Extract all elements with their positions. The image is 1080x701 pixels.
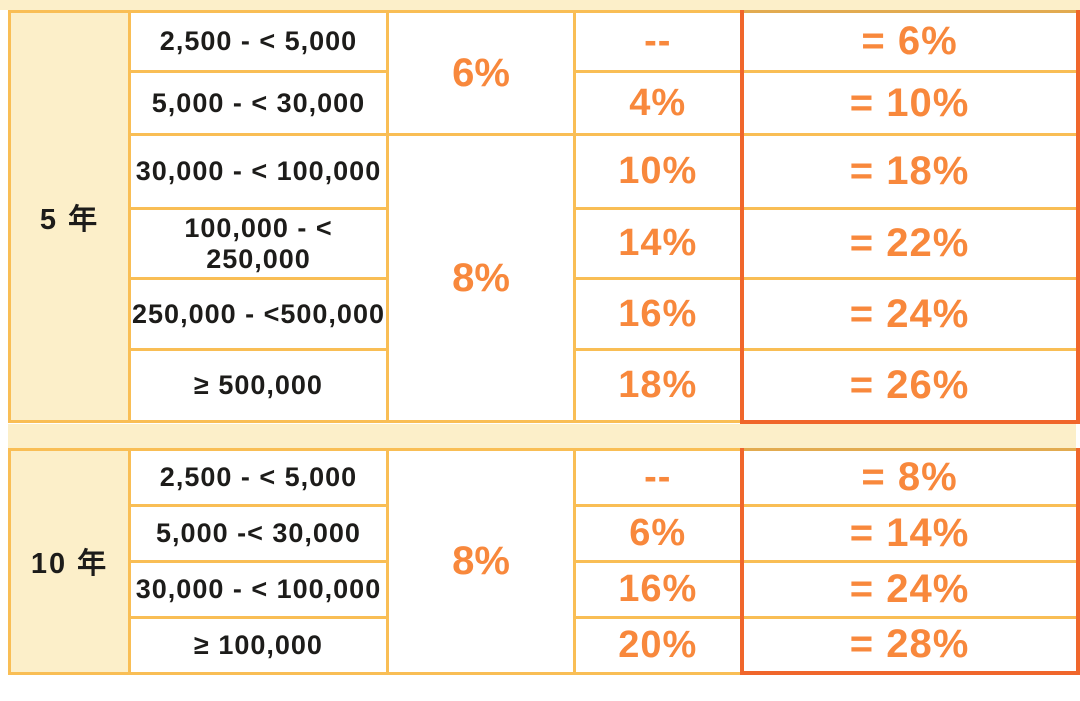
range-cell: 30,000 - < 100,000 bbox=[128, 133, 389, 210]
add-rate-cell: 14% bbox=[573, 207, 743, 280]
add-rate-cell: 10% bbox=[573, 133, 743, 210]
total-rate-cell: = 6% bbox=[739, 10, 1080, 73]
table-row: 10 年 2,500 - < 5,000 8% -- = 8% bbox=[8, 447, 1080, 675]
add-rate-cell: 4% bbox=[573, 70, 743, 136]
table-row: 30,000 - < 100,000 16% = 24% bbox=[10, 559, 1080, 619]
total-rate-cell: = 26% bbox=[739, 348, 1080, 424]
table-row: ≥ 100,000 20% = 28% bbox=[10, 615, 1080, 675]
rate-tables-panel: 5 年 2,500 - < 5,000 6% -- = 6% 5,000 - <… bbox=[8, 10, 1080, 675]
table-row: 5 年 2,500 - < 5,000 6% -- = 6% bbox=[8, 10, 1080, 423]
table-10-year: 10 年 2,500 - < 5,000 8% -- = 8% 5,000 -<… bbox=[8, 447, 1080, 675]
range-cell: 5,000 - < 30,000 bbox=[128, 70, 389, 136]
range-cell: 2,500 - < 5,000 bbox=[128, 447, 389, 507]
top-strip bbox=[0, 0, 1080, 10]
total-rate-cell: = 24% bbox=[739, 559, 1080, 619]
total-rate-cell: = 14% bbox=[739, 503, 1080, 563]
total-rate-cell: = 24% bbox=[739, 277, 1080, 351]
table-row: 5,000 - < 30,000 4% = 10% bbox=[10, 70, 1080, 136]
separator-band bbox=[8, 423, 1076, 448]
base-rate-cell: 6% bbox=[386, 10, 576, 136]
range-cell: 30,000 - < 100,000 bbox=[128, 559, 389, 619]
total-rate-cell: = 18% bbox=[739, 133, 1080, 210]
period-cell: 10 年 bbox=[8, 447, 131, 675]
add-rate-cell: 20% bbox=[573, 615, 743, 675]
range-cell: 2,500 - < 5,000 bbox=[128, 10, 389, 73]
range-cell: ≥ 100,000 bbox=[128, 615, 389, 675]
table-row: 250,000 - <500,000 16% = 24% bbox=[10, 277, 1080, 351]
total-rate-cell: = 8% bbox=[739, 447, 1080, 507]
table-row: 100,000 - < 250,000 14% = 22% bbox=[10, 207, 1080, 280]
base-rate-cell: 8% bbox=[386, 447, 576, 675]
add-rate-cell: 6% bbox=[573, 503, 743, 563]
range-cell: ≥ 500,000 bbox=[128, 348, 389, 423]
period-cell: 5 年 bbox=[8, 10, 131, 423]
add-rate-cell: -- bbox=[573, 10, 743, 73]
table-row: 5,000 -< 30,000 6% = 14% bbox=[10, 503, 1080, 563]
range-cell: 100,000 - < 250,000 bbox=[128, 207, 389, 280]
table-row: ≥ 500,000 18% = 26% bbox=[10, 348, 1080, 424]
total-rate-cell: = 10% bbox=[739, 70, 1080, 136]
range-cell: 250,000 - <500,000 bbox=[128, 277, 389, 351]
total-rate-cell: = 22% bbox=[739, 207, 1080, 280]
total-rate-cell: = 28% bbox=[739, 615, 1080, 675]
range-cell: 5,000 -< 30,000 bbox=[128, 503, 389, 563]
add-rate-cell: -- bbox=[573, 447, 743, 507]
add-rate-cell: 18% bbox=[573, 348, 743, 423]
base-rate-cell: 8% bbox=[386, 133, 576, 423]
table-row: 30,000 - < 100,000 8% 10% = 18% bbox=[10, 133, 1080, 423]
add-rate-cell: 16% bbox=[573, 559, 743, 619]
add-rate-cell: 16% bbox=[573, 277, 743, 351]
table-5-year: 5 年 2,500 - < 5,000 6% -- = 6% 5,000 - <… bbox=[8, 10, 1080, 424]
